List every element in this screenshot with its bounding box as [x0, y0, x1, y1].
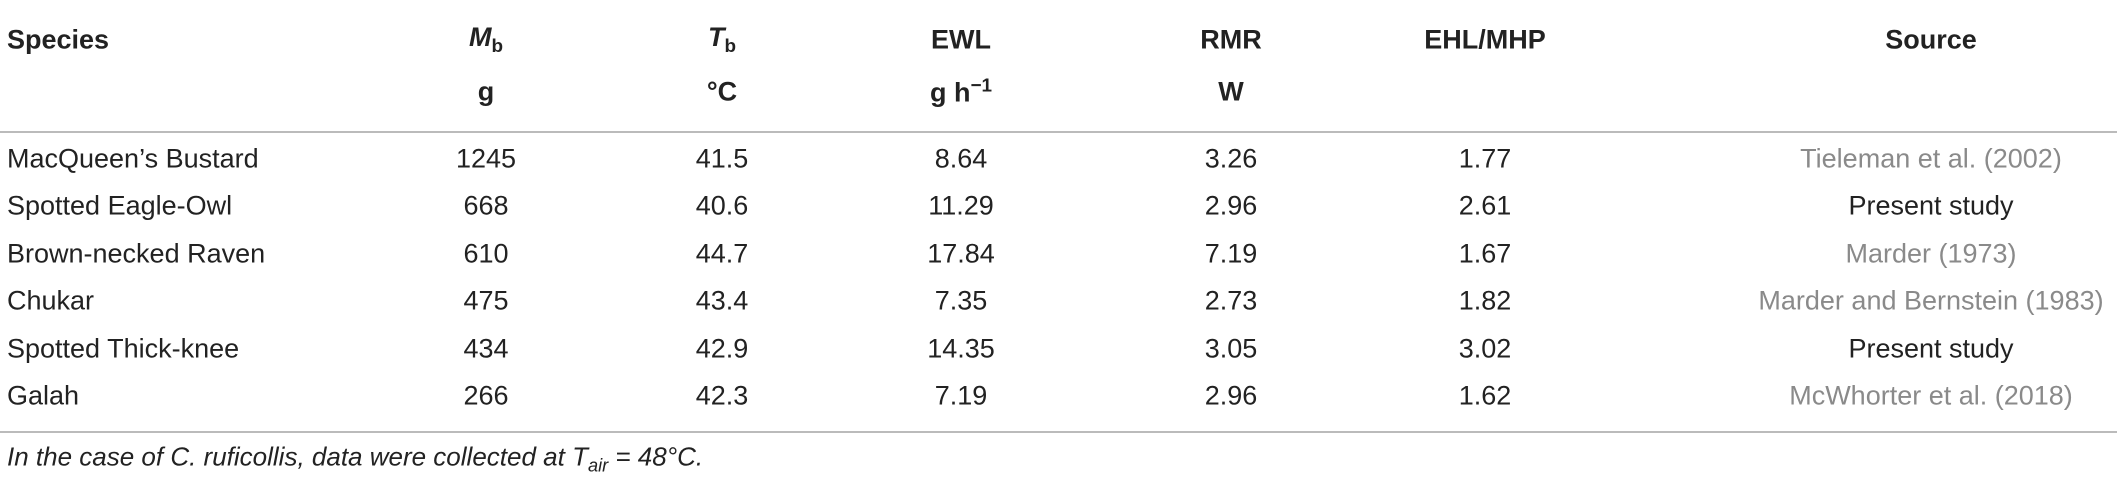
value: 434	[463, 333, 509, 364]
bottom-rule	[0, 431, 2117, 433]
value: 2.73	[1204, 285, 1258, 316]
header-unit: g	[478, 77, 495, 108]
value: 7.19	[1204, 238, 1258, 269]
value: 1.67	[1458, 238, 1512, 269]
source: Present study	[1848, 333, 2014, 364]
header-label: RMR	[1200, 24, 1262, 55]
value: 40.6	[695, 190, 749, 221]
header-rule	[0, 131, 2117, 133]
header-unit: W	[1218, 77, 1243, 108]
value: 42.3	[695, 380, 749, 411]
value: 11.29	[928, 190, 994, 221]
species: Galah	[7, 380, 80, 411]
source: Present study	[1848, 190, 2014, 221]
value: 1.77	[1458, 143, 1512, 174]
header-cell: RMR	[1200, 25, 1262, 56]
header-unit-text: g h	[929, 77, 971, 108]
value: 42.9	[695, 333, 749, 364]
species: Chukar	[7, 285, 95, 316]
value: 1.82	[1458, 285, 1512, 316]
header-subscript: b	[724, 36, 737, 58]
source[interactable]: McWhorter et al. (2018)	[1789, 380, 2073, 411]
value: 17.84	[927, 238, 995, 269]
value: 43.4	[695, 285, 749, 316]
value: 2.96	[1204, 190, 1258, 221]
footnote-text: In the case of C. ruficollis, data were …	[7, 441, 573, 472]
value: 266	[463, 380, 509, 411]
value: 3.02	[1458, 333, 1512, 364]
header-label: EHL/MHP	[1424, 24, 1546, 55]
header-cell: EHL/MHP	[1424, 25, 1546, 56]
source[interactable]: Tieleman et al. (2002)	[1800, 143, 2062, 174]
header-unit-superscript: −1	[970, 75, 993, 97]
value: 1245	[455, 143, 517, 174]
value: 3.05	[1204, 333, 1258, 364]
source[interactable]: Marder (1973)	[1845, 238, 2017, 269]
value: 475	[463, 285, 509, 316]
header-unit: °C	[707, 77, 737, 108]
header-unit: g h−1	[930, 76, 992, 109]
header-unit-text: g	[477, 76, 495, 107]
species: MacQueen’s Bustard	[7, 143, 259, 174]
value: 8.64	[934, 143, 988, 174]
value: 14.35	[927, 333, 995, 364]
footnote-symbol: T	[572, 441, 588, 472]
footnote-text: = 48°C.	[608, 441, 704, 472]
value: 610	[463, 238, 509, 269]
header-cell: EWL	[931, 25, 991, 56]
footnote-subscript: air	[587, 455, 609, 476]
source[interactable]: Marder and Bernstein (1983)	[1758, 285, 2104, 316]
header-label: Source	[1885, 24, 1977, 55]
header-subscript: b	[491, 36, 504, 58]
header-cell: Source	[1885, 25, 1977, 56]
header-cell: Species	[7, 25, 109, 56]
header-unit-text: W	[1218, 76, 1244, 107]
header-label: EWL	[931, 24, 991, 55]
header-symbol: M	[468, 21, 492, 52]
species: Brown-necked Raven	[7, 238, 266, 269]
value: 3.26	[1204, 143, 1258, 174]
value: 7.35	[934, 285, 988, 316]
species: Spotted Eagle-Owl	[7, 190, 233, 221]
header-label: Species	[7, 24, 110, 55]
value: 2.96	[1204, 380, 1258, 411]
value: 1.62	[1458, 380, 1512, 411]
header-symbol: T	[707, 21, 725, 52]
value: 2.61	[1458, 190, 1512, 221]
value: 668	[463, 190, 509, 221]
header-cell: Mb	[469, 22, 503, 58]
header-unit-text: °C	[706, 76, 738, 107]
header-cell: Tb	[708, 22, 736, 58]
value: 7.19	[934, 380, 988, 411]
species: Spotted Thick-knee	[7, 333, 240, 364]
value: 41.5	[695, 143, 749, 174]
footnote: In the case of C. ruficollis, data were …	[7, 441, 703, 476]
value: 44.7	[695, 238, 749, 269]
